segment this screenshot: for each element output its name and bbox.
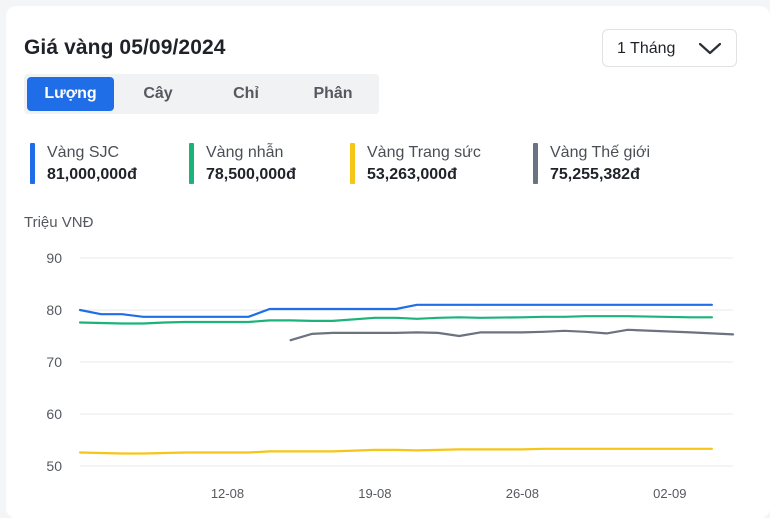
legend-color-bar — [533, 143, 538, 184]
legend-color-bar — [30, 143, 35, 184]
y-tick-label: 60 — [46, 406, 62, 422]
legend-name: Vàng SJC — [47, 144, 120, 161]
legend-value: 53,263,000đ — [367, 166, 457, 183]
legend-color-bar — [350, 143, 355, 184]
x-tick-label: 19-08 — [358, 486, 391, 501]
tab-cay[interactable]: Cây — [143, 85, 173, 102]
legend-value: 78,500,000đ — [206, 166, 296, 183]
legend-value: 75,255,382đ — [550, 166, 640, 183]
legend-name: Vàng Thế giới — [550, 144, 651, 161]
y-tick-label: 90 — [46, 250, 62, 266]
legend-color-bar — [189, 143, 194, 184]
tab-luong[interactable]: Lượng — [27, 77, 114, 111]
x-tick-label: 12-08 — [211, 486, 244, 501]
legend-value: 81,000,000đ — [47, 166, 137, 183]
page-title: Giá vàng 05/09/2024 — [24, 36, 226, 59]
x-tick-label: 02-09 — [653, 486, 686, 501]
legend-name: Vàng Trang sức — [367, 144, 481, 161]
unit-tabs: Lượng Cây Chỉ Phân — [24, 74, 379, 114]
series-line-3 — [289, 328, 735, 342]
tab-phan[interactable]: Phân — [313, 85, 353, 102]
tab-chi[interactable]: Chỉ — [233, 85, 259, 102]
time-range-label: 1 Tháng — [617, 40, 676, 57]
y-tick-label: 80 — [46, 302, 62, 318]
series-line-0 — [78, 303, 714, 318]
series-line-1 — [78, 315, 714, 325]
y-tick-label: 70 — [46, 354, 62, 370]
legend-name: Vàng nhẫn — [206, 144, 284, 161]
chevron-down-icon — [698, 42, 722, 55]
y-tick-label: 50 — [46, 458, 62, 474]
time-range-select[interactable]: 1 Tháng — [602, 29, 737, 67]
y-axis-label: Triệu VNĐ — [24, 214, 94, 231]
series-line-2 — [78, 447, 714, 455]
x-tick-label: 26-08 — [506, 486, 539, 501]
